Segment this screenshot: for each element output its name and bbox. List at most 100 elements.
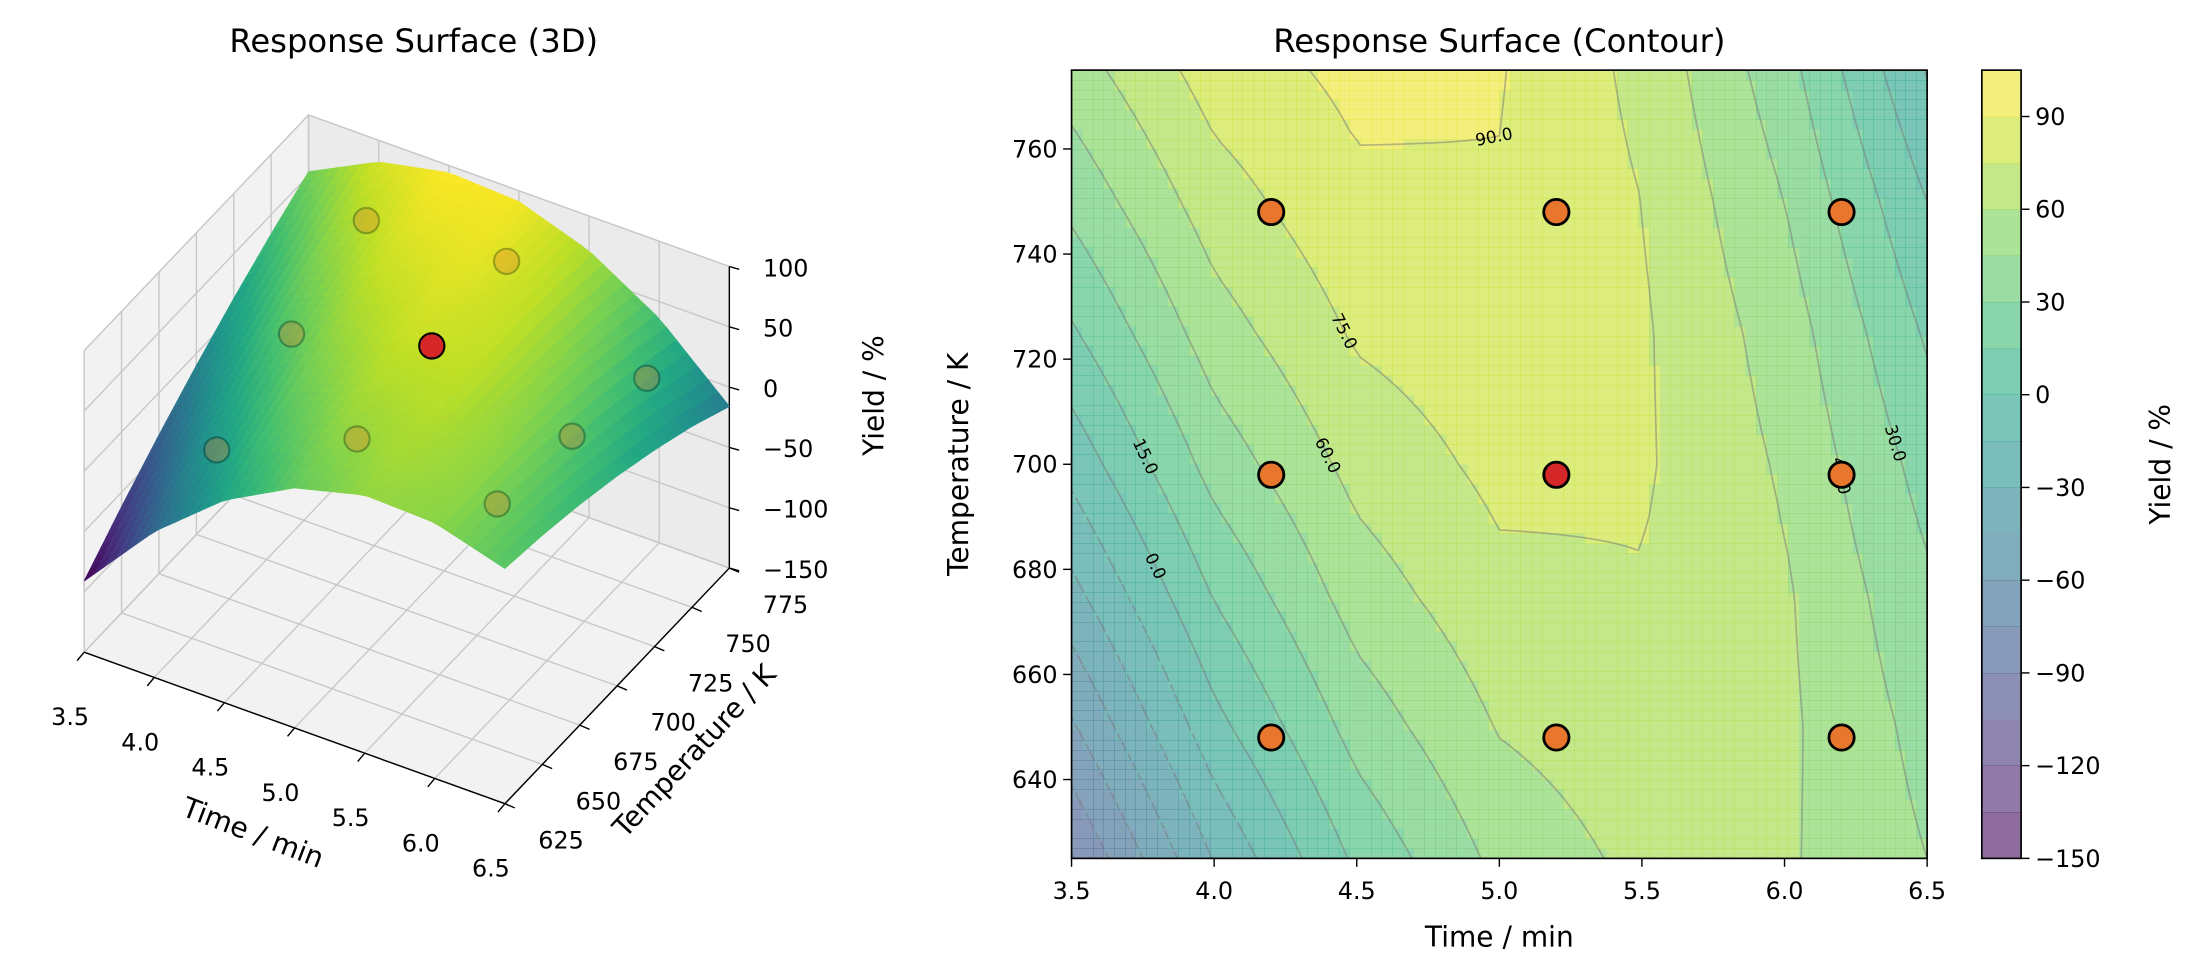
contour-fill: [1071, 671, 1083, 682]
contour-fill: [1296, 454, 1308, 465]
contour-fill: [1574, 523, 1586, 534]
contour-fill: [1253, 690, 1265, 702]
contour-fill: [1563, 513, 1575, 524]
contour-fill: [1627, 641, 1639, 652]
contour-fill: [1820, 602, 1832, 613]
contour-fill: [1125, 799, 1137, 810]
contour-fill: [1403, 464, 1415, 475]
contour-fill: [1285, 543, 1297, 554]
contour-fill: [1456, 681, 1468, 692]
contour-fill: [1445, 759, 1457, 771]
contour-fill: [1745, 759, 1757, 771]
contour-fill: [1477, 779, 1490, 790]
contour-fill: [1542, 493, 1554, 505]
contour-fill: [1103, 681, 1115, 692]
contour-fill: [1413, 621, 1425, 633]
contour-fill: [1563, 690, 1575, 702]
contour-fill: [1574, 582, 1586, 593]
contour-fill: [1659, 543, 1671, 554]
contour-fill: [1328, 740, 1340, 751]
contour-fill: [1638, 602, 1650, 613]
contour-fill: [1734, 602, 1746, 613]
contour-fill: [1392, 720, 1404, 731]
contour-fill: [1092, 483, 1105, 495]
contour-fill: [1681, 552, 1693, 564]
contour-fill: [1114, 444, 1126, 455]
contour-fill: [1734, 523, 1746, 534]
contour-fill: [1574, 828, 1586, 840]
contour-fill: [1114, 848, 1126, 859]
contour-fill: [1766, 631, 1778, 643]
contour-fill: [1713, 533, 1725, 544]
contour-fill: [1734, 582, 1746, 593]
contour-fill: [1713, 523, 1725, 534]
contour-fill: [1574, 848, 1586, 859]
contour-fill: [1488, 828, 1500, 840]
contour-fill: [1125, 483, 1137, 495]
contour-fill: [1296, 789, 1308, 800]
contour-fill: [1146, 700, 1158, 712]
contour-fill: [1809, 740, 1821, 751]
contour-fill: [1681, 838, 1693, 849]
contour-fill: [1103, 828, 1115, 840]
contour-fill: [1371, 838, 1383, 849]
contour-fill: [1756, 779, 1768, 790]
contour-fill: [1274, 769, 1286, 780]
contour-fill: [1766, 838, 1778, 849]
contour-fill: [1210, 483, 1222, 495]
contour-fill: [1435, 720, 1447, 731]
contour-fill: [1082, 444, 1094, 455]
y-tick-label: 675: [613, 748, 658, 776]
contour-fill: [1221, 631, 1233, 643]
contour-fill: [1788, 789, 1800, 800]
contour-fill: [1349, 700, 1361, 712]
contour-fill: [1349, 681, 1361, 692]
contour-fill: [1103, 602, 1115, 613]
contour-fill: [1574, 700, 1586, 712]
contour-fill: [1895, 671, 1907, 682]
contour-fill: [1317, 818, 1329, 830]
contour-fill: [1413, 474, 1425, 485]
contour-fill: [1659, 720, 1671, 731]
contour-fill: [1231, 779, 1244, 790]
contour-fill: [1231, 681, 1244, 692]
contour-fill: [1381, 848, 1393, 859]
contour-fill: [1338, 671, 1351, 682]
contour-fill: [1467, 602, 1479, 613]
contour-fill: [1745, 828, 1757, 840]
contour-fill: [1584, 562, 1597, 574]
contour-fill: [1467, 513, 1479, 524]
contour-fill: [1809, 720, 1821, 731]
contour-fill: [1520, 818, 1532, 830]
contour-fill: [1338, 572, 1351, 583]
contour-fill: [1285, 799, 1297, 810]
contour-fill: [1114, 454, 1126, 465]
contour-fill: [1713, 631, 1725, 643]
contour-fill: [1563, 631, 1575, 643]
contour-fill: [1445, 838, 1457, 849]
contour-fill: [1723, 503, 1736, 514]
contour-fill: [1884, 749, 1896, 761]
contour-fill: [1157, 513, 1169, 524]
contour-fill: [1884, 493, 1896, 505]
contour-fill: [1830, 700, 1842, 712]
contour-fill: [1510, 848, 1522, 859]
contour-fill: [1734, 661, 1746, 672]
contour-fill: [1670, 651, 1682, 662]
contour-fill: [1413, 651, 1425, 662]
contour-fill: [1274, 789, 1286, 800]
contour-fill: [1702, 690, 1714, 702]
contour-fill: [1221, 562, 1233, 574]
contour-fill: [1606, 651, 1618, 662]
contour-fill: [1221, 779, 1233, 790]
contour-fill: [1616, 710, 1629, 721]
contour-fill: [1616, 671, 1629, 682]
contour-fill: [1285, 602, 1297, 613]
contour-fill: [1210, 641, 1222, 652]
contour-fill: [1841, 789, 1853, 800]
contour-fill: [1584, 710, 1597, 721]
contour-fill: [1595, 661, 1607, 672]
contour-fill: [1841, 671, 1853, 682]
contour-fill: [1820, 631, 1832, 643]
contour-fill: [1242, 621, 1254, 633]
